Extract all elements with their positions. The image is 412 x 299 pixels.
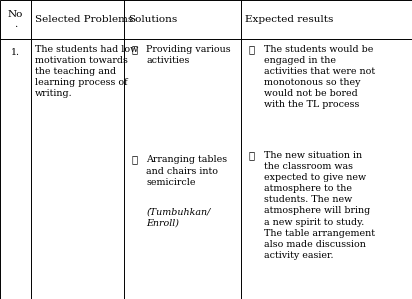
Text: The new situation in
the classroom was
expected to give new
atmosphere to the
st: The new situation in the classroom was e… <box>264 151 375 260</box>
Text: The students would be
engaged in the
activities that were not
monotonous so they: The students would be engaged in the act… <box>264 45 375 109</box>
Text: No
.: No . <box>8 10 23 29</box>
Text: Expected results: Expected results <box>245 15 334 24</box>
Text: ✓: ✓ <box>248 45 255 54</box>
Text: Arranging tables
and chairs into
semicircle: Arranging tables and chairs into semicir… <box>146 155 227 187</box>
Text: ✓: ✓ <box>248 151 255 160</box>
Text: ✓: ✓ <box>131 45 137 54</box>
Text: The students had low
motivation towards
the teaching and
learning process of
wri: The students had low motivation towards … <box>35 45 138 98</box>
Text: 1.: 1. <box>11 48 20 57</box>
Text: Solutions: Solutions <box>128 15 177 24</box>
Text: Selected Problems: Selected Problems <box>35 15 133 24</box>
Text: Providing various
activities: Providing various activities <box>146 45 231 65</box>
Text: ✓: ✓ <box>131 155 137 164</box>
Text: (Tumbuhkan/
Enroll): (Tumbuhkan/ Enroll) <box>146 208 211 228</box>
